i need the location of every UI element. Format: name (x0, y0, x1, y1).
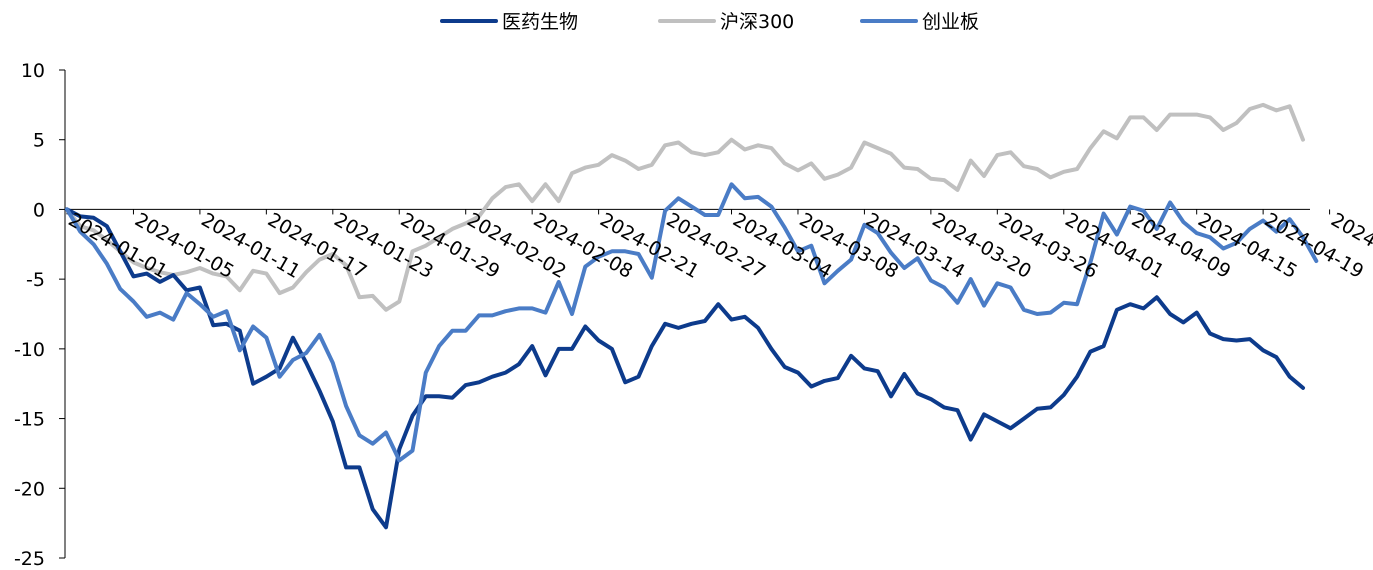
y-axis: -25 -20 -15 -10 -5 0 5 10 (14, 60, 65, 570)
legend: 医药生物 沪深300 创业板 (442, 11, 979, 33)
y-tick-label: -5 (26, 269, 45, 291)
y-tick-label: -25 (14, 548, 45, 570)
series-layer (67, 105, 1316, 527)
legend-label: 沪深300 (720, 11, 794, 33)
y-tick-label: 10 (21, 60, 45, 82)
y-tick-label: -20 (14, 478, 45, 500)
legend-label: 医药生物 (502, 11, 578, 33)
y-tick-label: -10 (14, 339, 45, 361)
legend-label: 创业板 (922, 11, 979, 33)
y-tick-label: 5 (33, 130, 45, 152)
y-tick-label: 0 (33, 199, 45, 221)
y-tick-label: -15 (14, 409, 45, 431)
